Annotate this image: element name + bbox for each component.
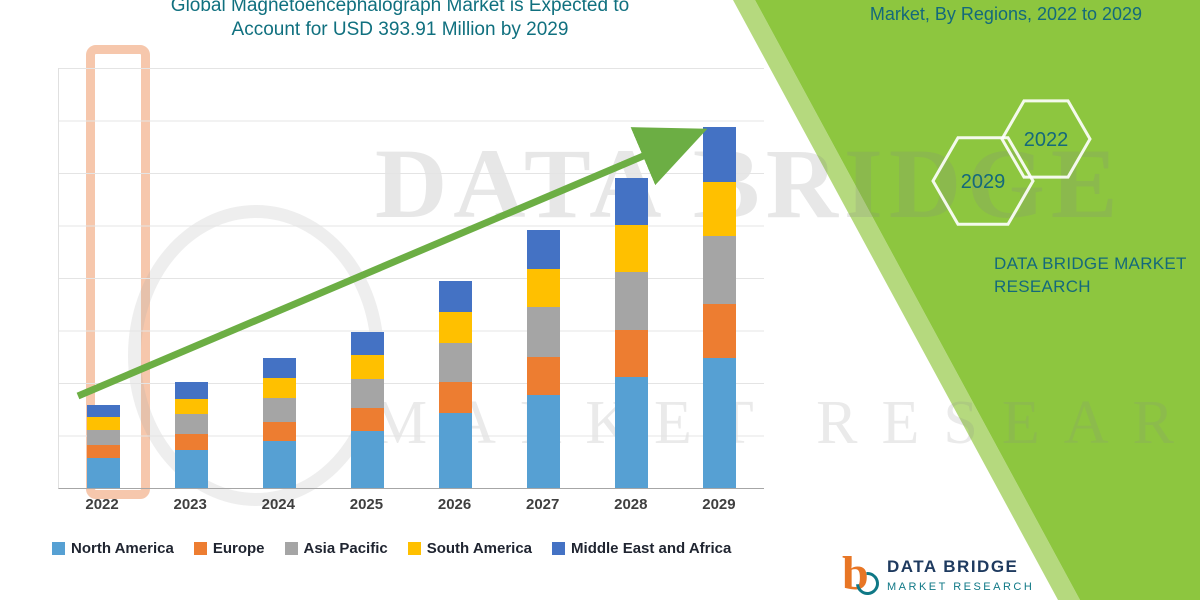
- bar-segment-2024-asia-pacific: [262, 397, 296, 423]
- legend-label-south-america: South America: [426, 540, 533, 557]
- legend-label-europe: Europe: [212, 540, 265, 557]
- bar-segment-2023-north-america: [174, 449, 208, 488]
- chart-legend: North America Europe Asia Pacific South Ame…: [52, 540, 832, 557]
- legend-label-north-america: North America: [71, 540, 174, 557]
- bar-segment-2023-south-america: [174, 398, 208, 415]
- x-axis-label-2026: 2026: [437, 496, 472, 513]
- chart-title: Global Magnetoencephalograph Market is E…: [60, 0, 740, 42]
- panel-brand-line1: DATA BRIDGE MARKET: [994, 254, 1187, 273]
- stacked-bar-2029: [703, 127, 737, 488]
- bars-host-overlay: [58, 68, 763, 488]
- footer-brand-line1: DATA BRIDGE: [887, 557, 1019, 576]
- bar-segment-2029-middle-east-and-africa: [703, 127, 737, 183]
- footer-logo: b DATA BRIDGE MARKET RESEARCH: [842, 550, 1034, 600]
- bar-segment-2022-middle-east-and-africa: [86, 404, 120, 417]
- hexagon-2029-label: 2029: [961, 171, 1006, 193]
- chart-title-line2: Account for USD 393.91 Million by 2029: [231, 19, 569, 40]
- legend-label-asia-pacific: Asia Pacific: [303, 540, 388, 557]
- bar-segment-2022-asia-pacific: [86, 429, 120, 446]
- bar-segment-2025-north-america: [350, 431, 384, 488]
- footer-brand-line2: MARKET RESEARCH: [887, 581, 1035, 593]
- bar-segment-2029-south-america: [703, 182, 737, 236]
- footer-brand: DATA BRIDGE MARKET RESEARCH: [887, 551, 1034, 599]
- x-axis-label-2023: 2023: [173, 496, 207, 513]
- year-hexagons: 2029 2022: [931, 99, 1092, 226]
- bar-segment-2022-south-america: [86, 416, 120, 430]
- hexagon-2022-label: 2022: [1024, 129, 1069, 151]
- panel-brand-text: DATA BRIDGE MARKET RESEARCH: [994, 252, 1194, 298]
- legend-item-south-america: South America: [407, 540, 533, 557]
- legend-swatch-middle-east-and-africa: [552, 542, 566, 555]
- legend-item-middle-east-and-africa: Middle East and Africa: [552, 540, 731, 557]
- legend-item-europe: Europe: [193, 540, 265, 557]
- x-axis-labels: 2022 2023 2024 2025 2026 2027 2028 2029: [58, 496, 763, 513]
- x-axis-label-2028: 2028: [614, 496, 648, 513]
- hexagon-2022: [1000, 99, 1092, 179]
- legend-swatch-north-america: [52, 542, 65, 555]
- bar-segment-2024-europe: [262, 422, 296, 442]
- panel-brand-line2: RESEARCH: [994, 277, 1091, 296]
- bar-segment-2026-north-america: [439, 413, 473, 488]
- legend-item-north-america: North America: [52, 540, 174, 557]
- legend-item-asia-pacific: Asia Pacific: [284, 540, 388, 557]
- x-axis-label-2029: 2029: [702, 496, 736, 513]
- bar-segment-2024-north-america: [262, 441, 296, 488]
- x-axis-label-2024: 2024: [261, 496, 295, 513]
- bar-segment-2022-europe: [86, 445, 120, 458]
- bar-segment-2029-north-america: [703, 358, 737, 488]
- hexagon-2029: [931, 136, 1035, 226]
- legend-swatch-south-america: [407, 542, 421, 555]
- panel-title: Market, By Regions, 2022 to 2029: [869, 4, 1143, 24]
- logo-b-glyph: b: [842, 547, 869, 600]
- x-axis-label-2022: 2022: [85, 496, 119, 513]
- bar-segment-2022-north-america: [86, 457, 120, 488]
- bar-segment-2023-europe: [174, 434, 208, 450]
- bar-segment-2029-europe: [703, 304, 737, 359]
- stacked-bar-2022: [86, 404, 120, 488]
- databridge-logo-icon: b: [842, 550, 884, 600]
- chart-title-line1: Global Magnetoencephalograph Market is E…: [170, 0, 630, 16]
- legend-swatch-asia-pacific: [284, 542, 298, 555]
- x-axis-label-2027: 2027: [526, 496, 560, 513]
- legend-swatch-europe: [193, 542, 207, 555]
- bar-segment-2023-asia-pacific: [174, 414, 208, 435]
- bar-segment-2025-europe: [350, 407, 384, 432]
- bar-segment-2027-north-america: [527, 394, 561, 488]
- bar-segment-2029-asia-pacific: [703, 235, 737, 305]
- x-axis-label-2025: 2025: [349, 496, 384, 513]
- legend-label-middle-east-and-africa: Middle East and Africa: [571, 540, 732, 557]
